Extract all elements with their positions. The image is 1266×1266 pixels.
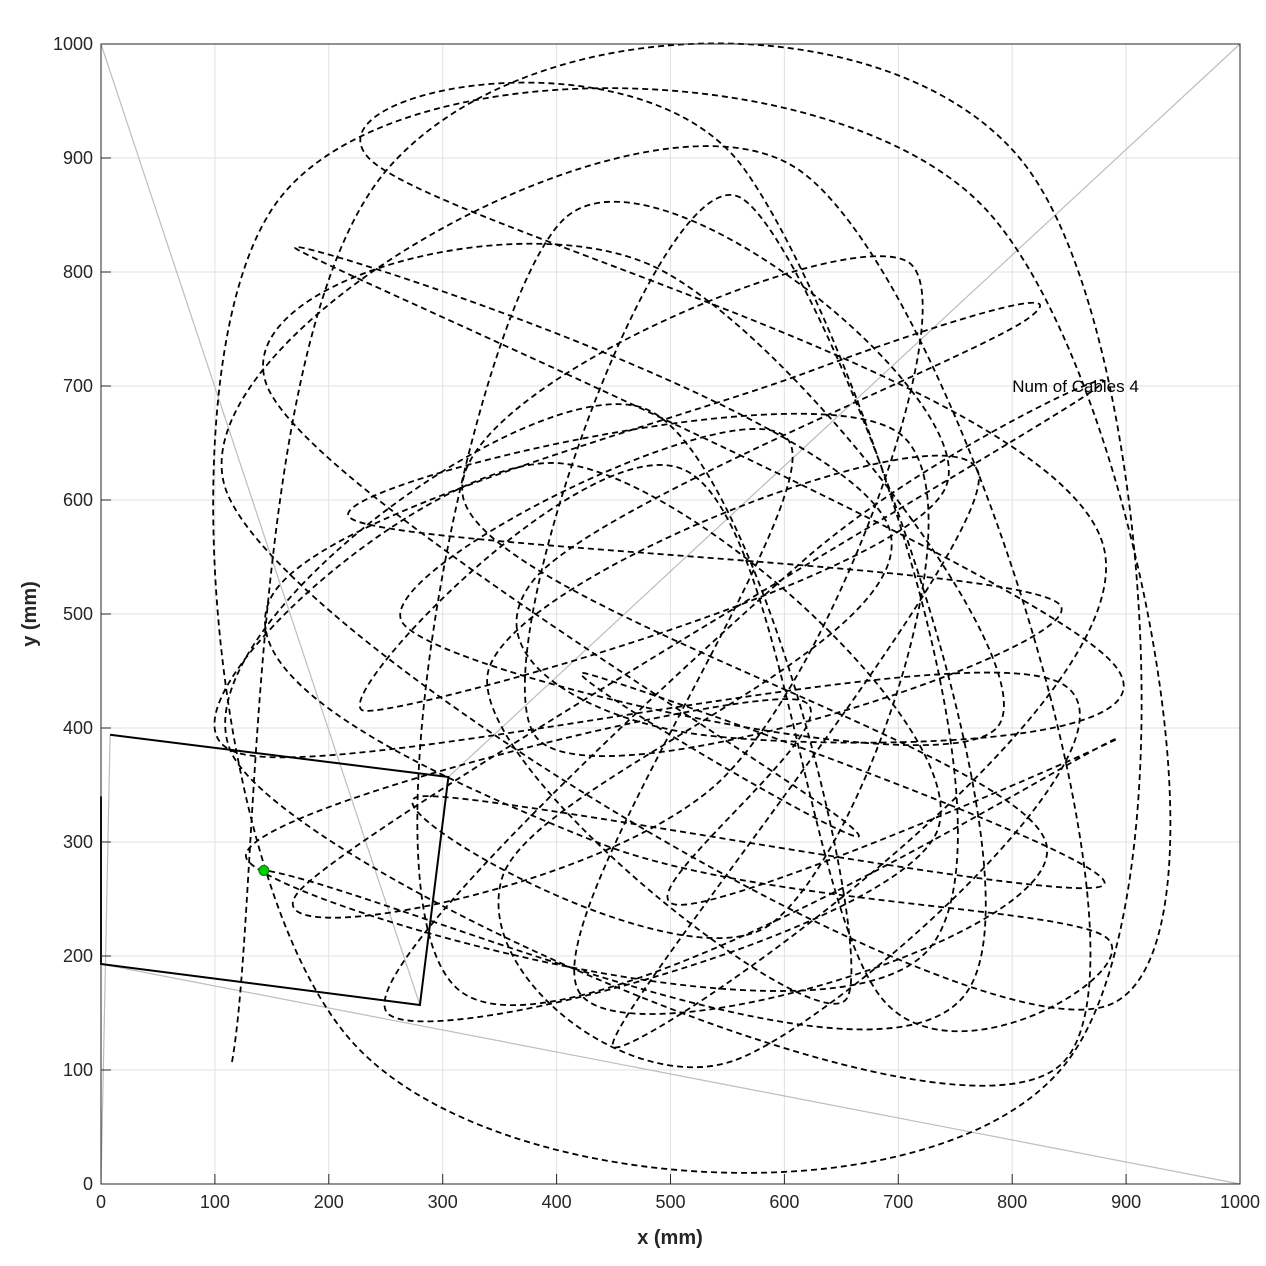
x-tick-label: 600 — [769, 1192, 799, 1212]
trajectory-line — [212, 42, 1172, 1174]
y-axis-label: y (mm) — [19, 581, 41, 647]
markers — [258, 865, 270, 876]
cable-2 — [447, 43, 1241, 778]
y-tick-label: 800 — [63, 262, 93, 282]
y-tick-label: 400 — [63, 718, 93, 738]
y-tick-label: 300 — [63, 832, 93, 852]
y-tick-label: 700 — [63, 376, 93, 396]
x-tick-label: 800 — [997, 1192, 1027, 1212]
annotation-label: Num of Cables 4 — [1012, 377, 1139, 396]
ticks: 0 100 200 300 400 500 600 700 800 900 1000 0 100 200 3… — [53, 34, 1260, 1212]
x-tick-label: 1000 — [1220, 1192, 1260, 1212]
cable-4 — [100, 734, 111, 1185]
end-effector-marker — [258, 865, 270, 876]
y-tick-label: 900 — [63, 148, 93, 168]
x-tick-label: 200 — [314, 1192, 344, 1212]
x-tick-label: 400 — [542, 1192, 572, 1212]
x-axis-label: x (mm) — [637, 1227, 703, 1249]
x-tick-label: 0 — [96, 1192, 106, 1212]
x-tick-label: 100 — [200, 1192, 230, 1212]
cable-3 — [100, 963, 1241, 1185]
x-tick-label: 700 — [883, 1192, 913, 1212]
y-tick-label: 1000 — [53, 34, 93, 54]
x-tick-label: 300 — [428, 1192, 458, 1212]
cables — [100, 43, 1241, 1185]
x-tick-label: 500 — [655, 1192, 685, 1212]
cable-1 — [100, 43, 421, 1006]
y-tick-label: 100 — [63, 1060, 93, 1080]
y-tick-label: 200 — [63, 946, 93, 966]
x-tick-label: 900 — [1111, 1192, 1141, 1212]
y-tick-label: 500 — [63, 604, 93, 624]
trajectory — [212, 42, 1172, 1174]
y-tick-label: 600 — [63, 490, 93, 510]
y-tick-label: 0 — [83, 1174, 93, 1194]
